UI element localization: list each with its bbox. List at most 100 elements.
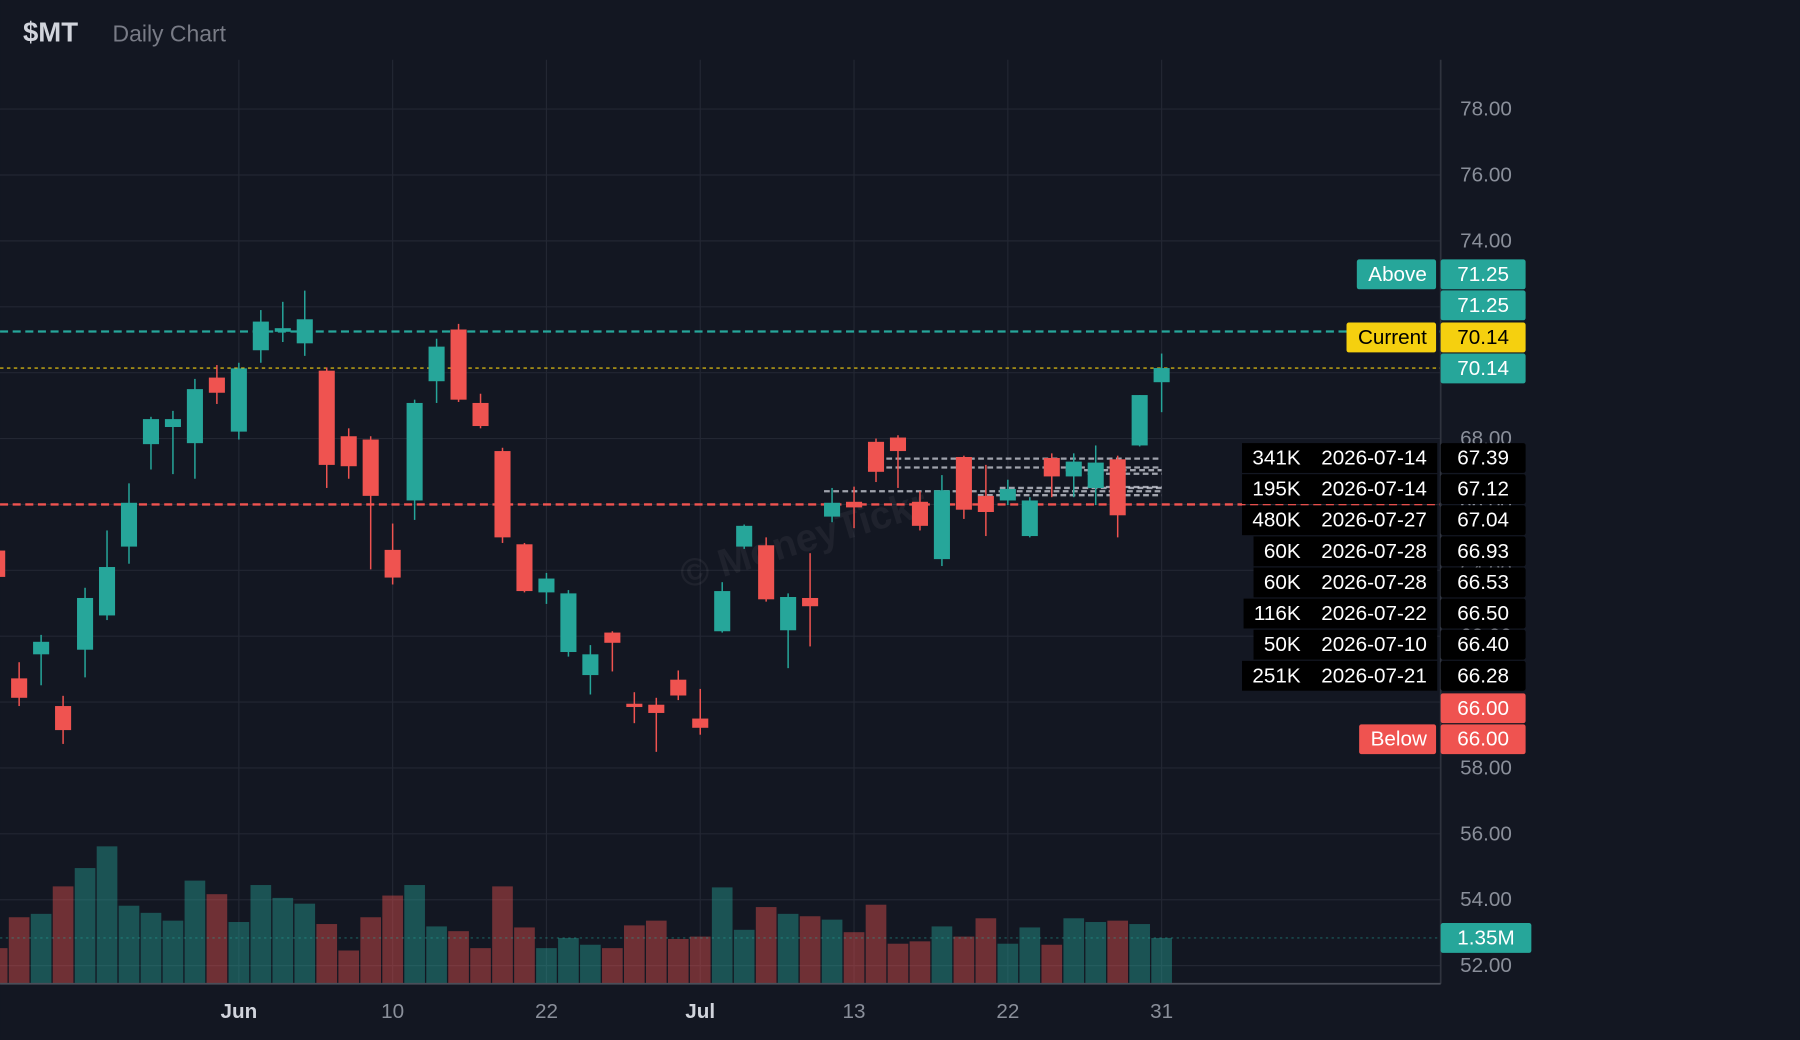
candle-body [560,593,577,653]
candle-body [1043,457,1060,477]
candle-body [494,451,511,538]
volume-bar [426,926,447,984]
candle-body [780,596,797,631]
volume-bar [184,880,206,984]
candle-body [1131,395,1148,446]
volume-bar [821,919,843,984]
level-price: 67.12 [1457,478,1509,501]
volume-bar [799,916,821,984]
volume-bar [360,917,382,984]
candle-body [538,578,555,593]
candle-body [55,706,72,731]
level-box [1243,598,1438,629]
level-date: 2026-07-28 [1321,540,1427,563]
level-date: 2026-07-28 [1321,571,1427,594]
candle-body [802,597,819,607]
x-tick-label: 22 [535,1000,558,1023]
chart-subtitle: Daily Chart [113,20,227,46]
volume-bar [206,894,228,984]
candle-body [1065,461,1082,477]
volume-bar [931,926,953,984]
volume-bar [1085,922,1107,984]
candle-body [340,436,357,467]
volume-bar [558,937,579,984]
level-box [1242,660,1438,691]
level-price-bg [1440,660,1526,691]
level-volume: 50K [1264,633,1301,656]
volume-bar [250,885,272,984]
volume-bar [228,922,250,984]
price-line-tag: Below [1371,728,1427,751]
candle-body [1153,368,1170,383]
level-date: 2026-07-22 [1321,602,1427,625]
level-price: 66.53 [1457,571,1509,594]
volume-bar [96,846,118,984]
candle-body [824,502,841,517]
candle-body [120,502,138,547]
volume-last-label: 1.35M [1457,926,1514,949]
volume-bar [1107,920,1129,984]
candle-body [274,328,291,332]
candle-body [164,419,181,428]
candle-body [692,718,709,728]
candle-body [736,525,753,547]
price-line-value: 71.25 [1457,263,1509,286]
candle-body [889,437,907,452]
price-line-tag: Above [1368,263,1427,286]
level-box [1253,536,1438,567]
candle-body [648,704,665,713]
price-line-value-bg [1440,259,1526,290]
volume-bar [602,948,623,984]
level-volume: 195K [1252,478,1300,501]
level-price-bg [1440,598,1526,629]
level-volume: 251K [1252,664,1300,687]
price-line-tag-bg [1359,724,1437,755]
candle-body [384,549,401,578]
candle-body [516,544,533,592]
volume-bar [1019,927,1041,984]
volume-bar [843,932,865,984]
last-price-label: 70.14 [1457,357,1509,380]
level-date: 2026-07-10 [1321,633,1427,656]
candle-body [33,641,50,655]
x-tick-label: Jun [220,1000,257,1023]
volume-bar [1151,937,1172,984]
volume-bar [909,941,931,984]
level-price-bg [1440,567,1526,598]
price-line-value: 70.14 [1457,326,1509,349]
y-tick-label: 56.00 [1460,822,1512,845]
volume-bar [689,936,711,984]
volume-bar [1129,924,1150,984]
volume-bar [645,920,667,984]
level-box [1242,474,1438,505]
x-tick-label: 13 [843,1000,866,1023]
candle-body [428,346,445,382]
candle-body [1087,462,1104,488]
level-price: 66.40 [1457,633,1509,656]
volume-bar [492,886,513,984]
volume-bar [755,907,777,984]
level-date: 2026-07-21 [1321,664,1427,687]
price-line-tag: Current [1358,326,1427,349]
candle-body [406,402,423,501]
candle-body [999,488,1016,501]
price-line-axis-label-bg [1440,290,1526,321]
level-date: 2026-07-14 [1321,447,1427,470]
volume-bar [887,943,909,984]
candle-body [186,389,203,444]
price-line-value: 66.00 [1457,728,1509,751]
level-price: 66.50 [1457,602,1509,625]
volume-bar [953,936,975,984]
volume-bar [294,903,316,984]
x-tick-label: 31 [1150,1000,1173,1023]
y-tick-label: 58.00 [1460,756,1512,779]
candle-body [867,441,885,472]
price-line-value-bg [1440,322,1526,353]
volume-bar [1063,918,1085,984]
candle-body [1021,500,1038,537]
price-line-value-bg [1440,724,1526,755]
candle-body [77,597,94,650]
volume-bar [74,868,96,984]
volume-bar [711,887,733,984]
volume-bar [777,913,799,984]
